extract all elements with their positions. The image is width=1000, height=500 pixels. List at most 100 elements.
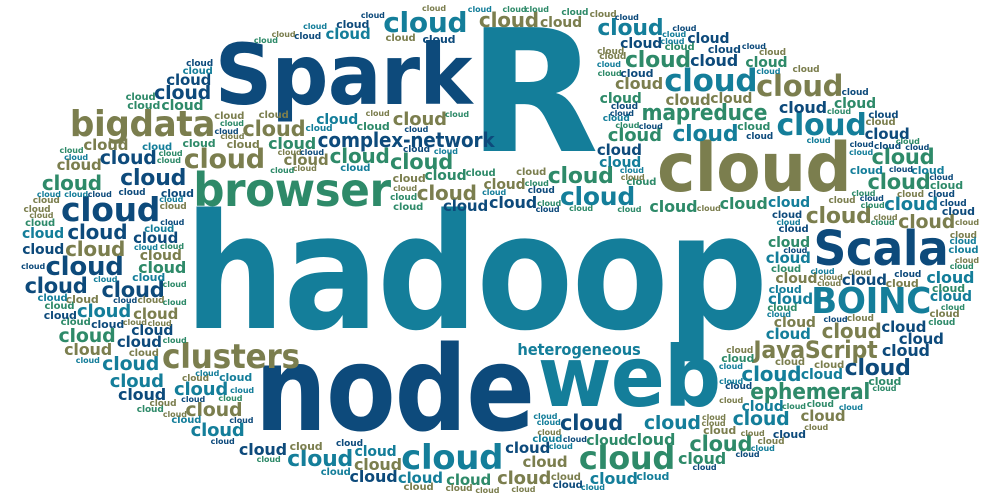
word-cloud-filler: cloud bbox=[774, 356, 805, 368]
word-cloud-filler: cloud bbox=[122, 318, 147, 328]
word-cloud-filler: cloud bbox=[393, 202, 424, 214]
word-complex-network: complex-network bbox=[317, 128, 495, 152]
word-cloud-filler: cloud bbox=[740, 428, 765, 438]
word-cloud-filler: cloud bbox=[29, 210, 54, 220]
word-cloud-filler: cloud bbox=[701, 412, 726, 422]
word-cloud-filler: cloud bbox=[599, 90, 642, 107]
word-cloud-filler: cloud bbox=[758, 47, 786, 58]
word-cloud-filler: cloud bbox=[664, 62, 758, 99]
word-cloud-filler: cloud bbox=[929, 179, 963, 193]
word-hadoop: hadoop bbox=[184, 179, 768, 366]
word-cloud-filler: cloud bbox=[778, 97, 827, 117]
word-cloud-filler: cloud bbox=[614, 13, 639, 23]
word-cloud-filler: cloud bbox=[741, 361, 802, 386]
word-cloud-filler: cloud bbox=[620, 172, 645, 182]
word-cloud-filler: cloud bbox=[149, 398, 177, 409]
word-cloud-filler: cloud bbox=[445, 484, 473, 495]
word-cloud-filler: cloud bbox=[719, 376, 744, 386]
word-cloud-filler: cloud bbox=[550, 471, 581, 483]
word-cloud-filler: cloud bbox=[874, 141, 902, 152]
word-cloud-filler: cloud bbox=[662, 29, 687, 39]
word-ephemeral: ephemeral bbox=[750, 380, 871, 405]
word-cloud-filler: cloud bbox=[64, 152, 89, 162]
word-cloud-filler: cloud bbox=[735, 450, 760, 460]
word-cloud-filler: cloud bbox=[746, 132, 774, 143]
word-cloud-filler: cloud bbox=[814, 360, 845, 372]
word-cloud-filler: cloud bbox=[928, 317, 956, 328]
word-cloud-filler: cloud bbox=[696, 203, 721, 213]
word-cloud-filler: cloud bbox=[340, 162, 371, 174]
word-cloud-filler: cloud bbox=[772, 427, 806, 441]
word-cloud-filler: cloud bbox=[597, 68, 622, 78]
word-cloud-filler: cloud bbox=[41, 170, 102, 195]
word-cloud-filler: cloud bbox=[147, 318, 172, 328]
word-cloud-filler: cloud bbox=[128, 348, 159, 360]
word-cloud-filler: cloud bbox=[773, 314, 816, 331]
word-cloud-filler: cloud bbox=[741, 399, 784, 416]
word-cloud-filler: cloud bbox=[719, 194, 768, 214]
word-cloud-filler: cloud bbox=[118, 187, 146, 198]
word-cloud-filler: cloud bbox=[578, 439, 675, 478]
word-cloud-filler: cloud bbox=[354, 444, 397, 461]
word-cloud-filler: cloud bbox=[36, 189, 61, 199]
word-cloud-filler: cloud bbox=[548, 442, 573, 452]
word-cloud-filler: cloud bbox=[597, 46, 625, 57]
word-cloud-filler: cloud bbox=[416, 180, 477, 205]
word-cloud-filler: cloud bbox=[253, 35, 278, 45]
word-cloud-filler: cloud bbox=[636, 470, 670, 483]
word-cloud-filler: cloud bbox=[422, 33, 456, 46]
word-cloud-filler: cloud bbox=[37, 292, 68, 304]
word-cloud-filler: cloud bbox=[160, 187, 194, 201]
word-cloud-filler: cloud bbox=[60, 316, 91, 328]
word-browser: browser bbox=[193, 163, 391, 217]
word-cloud-filler: cloud bbox=[397, 468, 443, 487]
word-cloud-filler: cloud bbox=[443, 197, 489, 216]
word-cloud-filler: cloud bbox=[219, 119, 244, 129]
word-cloud-filler: cloud bbox=[171, 415, 202, 427]
word-cloud-filler: cloud bbox=[181, 373, 209, 384]
word-cloud-filler: cloud bbox=[533, 412, 558, 421]
word-bigdata: bigdata bbox=[69, 104, 216, 145]
word-cloud-filler: cloud bbox=[127, 98, 161, 112]
word-cloud-filler: cloud bbox=[817, 279, 842, 289]
word-cloud-filler: cloud bbox=[535, 204, 560, 214]
word-cloud-filler: cloud bbox=[627, 429, 676, 449]
word-cloud-filler: cloud bbox=[101, 278, 165, 303]
word-cloud-filler: cloud bbox=[195, 368, 220, 378]
word-cloud-filler: cloud bbox=[385, 33, 416, 45]
word-cloud-filler: cloud bbox=[665, 90, 711, 109]
word-cloud-filler: cloud bbox=[536, 418, 561, 428]
word-cloud-filler: cloud bbox=[905, 142, 930, 152]
word-cloud-filler: cloud bbox=[767, 289, 813, 308]
word-cloud-filler: cloud bbox=[870, 218, 895, 227]
word-cloud-filler: cloud bbox=[718, 361, 743, 371]
word-scala: Scala bbox=[813, 221, 949, 277]
word-cloud-filler: cloud bbox=[353, 454, 402, 474]
word-cloud-filler: cloud bbox=[599, 155, 642, 172]
word-cloud-filler: cloud bbox=[860, 201, 885, 211]
word-cloud-filler: cloud bbox=[43, 309, 77, 323]
word-cloud-filler: cloud bbox=[833, 96, 876, 113]
word-cloud-filler: cloud bbox=[619, 165, 644, 175]
word-cloud-filler: cloud bbox=[617, 204, 642, 214]
word-cloud-filler: cloud bbox=[162, 279, 187, 289]
word-cloud-filler: cloud bbox=[218, 394, 243, 404]
word-cloud-filler: cloud bbox=[955, 217, 980, 227]
word-cloud-filler: cloud bbox=[783, 246, 808, 256]
word-cloud-filler: cloud bbox=[559, 181, 635, 211]
word-cloud-filler: cloud bbox=[643, 411, 701, 434]
word-cloud-filler: cloud bbox=[849, 140, 874, 150]
word-cloud-filler: cloud bbox=[102, 352, 160, 375]
word-cloud-filler: cloud bbox=[741, 41, 766, 51]
word-cloud-filler: cloud bbox=[607, 125, 662, 147]
word-cloud-filler: cloud bbox=[949, 230, 977, 241]
word-cloud-filler: cloud bbox=[336, 18, 370, 32]
word-cloud-filler: cloud bbox=[393, 184, 418, 194]
word-cloud-filler: cloud bbox=[810, 266, 835, 276]
word-cloud-filler: cloud bbox=[881, 317, 927, 336]
word-cloud-filler: cloud bbox=[162, 336, 187, 345]
word-cloud-filler: cloud bbox=[277, 148, 302, 158]
word-cloud-filler: cloud bbox=[299, 147, 324, 157]
word-cloud-filler: cloud bbox=[444, 109, 469, 119]
word-cloud-filler: cloud bbox=[569, 204, 594, 214]
